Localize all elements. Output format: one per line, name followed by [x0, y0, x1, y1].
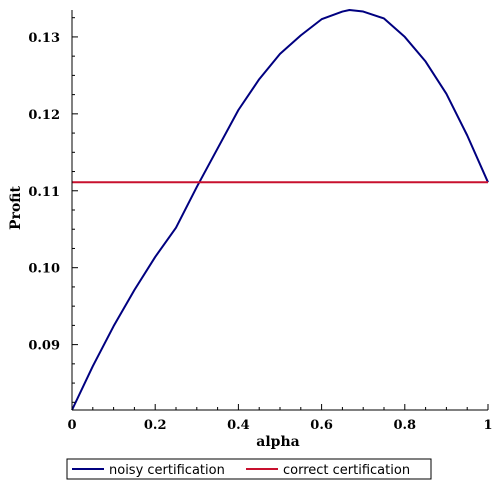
y-tick-label: 0.10	[28, 262, 60, 277]
y-axis-label: Profit	[8, 186, 24, 230]
x-axis-label: alpha	[256, 434, 299, 450]
legend-label-1: correct certification	[283, 463, 410, 478]
x-tick-label: 0.4	[227, 418, 250, 433]
y-tick-label: 0.09	[28, 339, 60, 354]
x-tick-label: 0.2	[144, 418, 167, 433]
y-tick-label: 0.12	[28, 108, 60, 123]
y-tick-label: 0.13	[28, 31, 60, 46]
x-tick-label: 0.6	[310, 418, 333, 433]
x-tick-label: 0.8	[393, 418, 416, 433]
series-line-0	[71, 9, 489, 411]
x-tick-label: 1	[483, 418, 492, 433]
legend-label-0: noisy certification	[109, 463, 225, 478]
x-tick-label: 0	[67, 418, 76, 433]
axes: 0 0.2 0.4 0.6 0.8 1 0.09 0.10 0.11 0.12 0.13 alpha P…	[8, 10, 493, 450]
y-tick-label: 0.11	[28, 185, 60, 200]
legend: noisy certification correct certification	[66, 458, 432, 480]
plot-area	[71, 9, 489, 411]
